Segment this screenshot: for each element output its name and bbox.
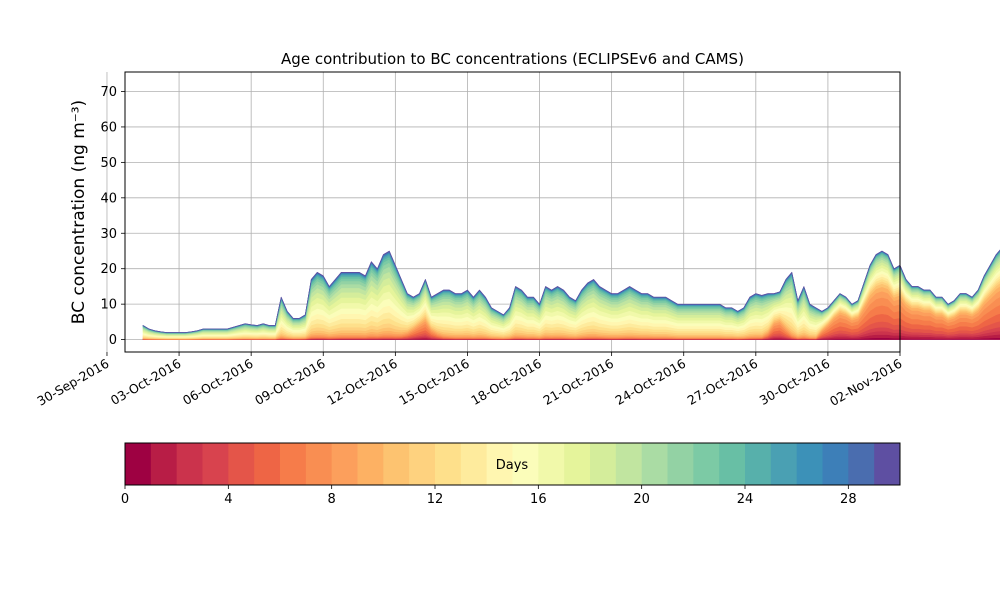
colorbar-swatch xyxy=(667,443,694,485)
colorbar-swatch xyxy=(357,443,384,485)
colorbar-tick-label: 28 xyxy=(840,492,857,507)
colorbar-ticks: 0 4 8 12 16 20 24 28 xyxy=(121,485,857,507)
colorbar-swatch xyxy=(719,443,746,485)
colorbar-swatch xyxy=(409,443,436,485)
x-tick-label: 30-Oct-2016 xyxy=(757,356,833,408)
colorbar-swatch xyxy=(615,443,643,485)
x-tick-label: 15-Oct-2016 xyxy=(396,356,472,408)
colorbar-swatch xyxy=(280,443,307,485)
colorbar-swatch xyxy=(305,443,333,485)
colorbar-swatch xyxy=(460,443,488,485)
colorbar-swatch xyxy=(228,443,255,485)
colorbar-swatch xyxy=(254,443,281,485)
colorbar-swatch xyxy=(564,443,591,485)
colorbar-swatch xyxy=(512,443,539,485)
y-tick-label: 50 xyxy=(100,156,117,171)
colorbar-swatch xyxy=(176,443,203,485)
colorbar-swatch xyxy=(590,443,617,485)
x-axis-ticks: 30-Sep-201603-Oct-201606-Oct-201609-Oct-… xyxy=(34,352,905,409)
colorbar-swatch xyxy=(202,443,229,485)
age-stack-areas xyxy=(142,249,1000,340)
colorbar-tick-label: 16 xyxy=(530,492,547,507)
x-tick-label: 06-Oct-2016 xyxy=(180,356,256,408)
colorbar-swatch xyxy=(150,443,178,485)
colorbar-tick-label: 8 xyxy=(328,492,336,507)
y-tick-label: 0 xyxy=(109,333,117,348)
colorbar-swatch xyxy=(693,443,720,485)
x-tick-label: 30-Sep-2016 xyxy=(34,356,111,409)
colorbar-swatch xyxy=(331,443,358,485)
y-tick-label: 40 xyxy=(100,191,117,206)
colorbar-tick-label: 0 xyxy=(121,492,129,507)
y-tick-label: 20 xyxy=(100,262,117,277)
colorbar-swatch xyxy=(745,443,772,485)
y-tick-label: 70 xyxy=(100,85,117,100)
colorbar-swatch xyxy=(486,443,513,485)
x-tick-label: 24-Oct-2016 xyxy=(613,356,689,408)
colorbar-swatch xyxy=(822,443,849,485)
y-tick-label: 60 xyxy=(100,120,117,135)
colorbar-swatch xyxy=(383,443,410,485)
colorbar-swatch xyxy=(848,443,875,485)
x-tick-label: 21-Oct-2016 xyxy=(540,356,616,408)
x-tick-label: 02-Nov-2016 xyxy=(827,356,905,409)
colorbar-swatch xyxy=(874,443,901,485)
y-axis-ticks: 0 10 20 30 40 50 60 70 xyxy=(100,85,125,348)
colorbar-swatch xyxy=(796,443,823,485)
x-tick-label: 27-Oct-2016 xyxy=(685,356,761,408)
colorbar-swatch xyxy=(538,443,565,485)
colorbar-tick-label: 20 xyxy=(633,492,650,507)
colorbar-swatch xyxy=(641,443,668,485)
colorbar-tick-label: 12 xyxy=(427,492,444,507)
plot-frame xyxy=(124,71,901,353)
x-tick-label: 03-Oct-2016 xyxy=(108,356,184,408)
colorbar-swatch xyxy=(125,443,152,485)
age-area-day-29 xyxy=(142,249,1000,333)
x-tick-label: 12-Oct-2016 xyxy=(324,356,400,408)
y-axis-label: BC concentration (ng m⁻³) xyxy=(69,100,89,324)
y-tick-label: 30 xyxy=(100,227,117,242)
chart-title: Age contribution to BC concentrations (E… xyxy=(281,50,744,68)
colorbar-tick-label: 4 xyxy=(224,492,232,507)
colorbar-label: Days xyxy=(496,458,529,473)
colorbar-frame xyxy=(124,442,901,486)
x-tick-label: 18-Oct-2016 xyxy=(468,356,544,408)
y-tick-label: 10 xyxy=(100,298,117,313)
x-tick-label: 09-Oct-2016 xyxy=(252,356,328,408)
colorbar xyxy=(125,443,901,485)
colorbar-tick-label: 24 xyxy=(737,492,754,507)
colorbar-swatch xyxy=(435,443,462,485)
colorbar-swatch xyxy=(770,443,798,485)
